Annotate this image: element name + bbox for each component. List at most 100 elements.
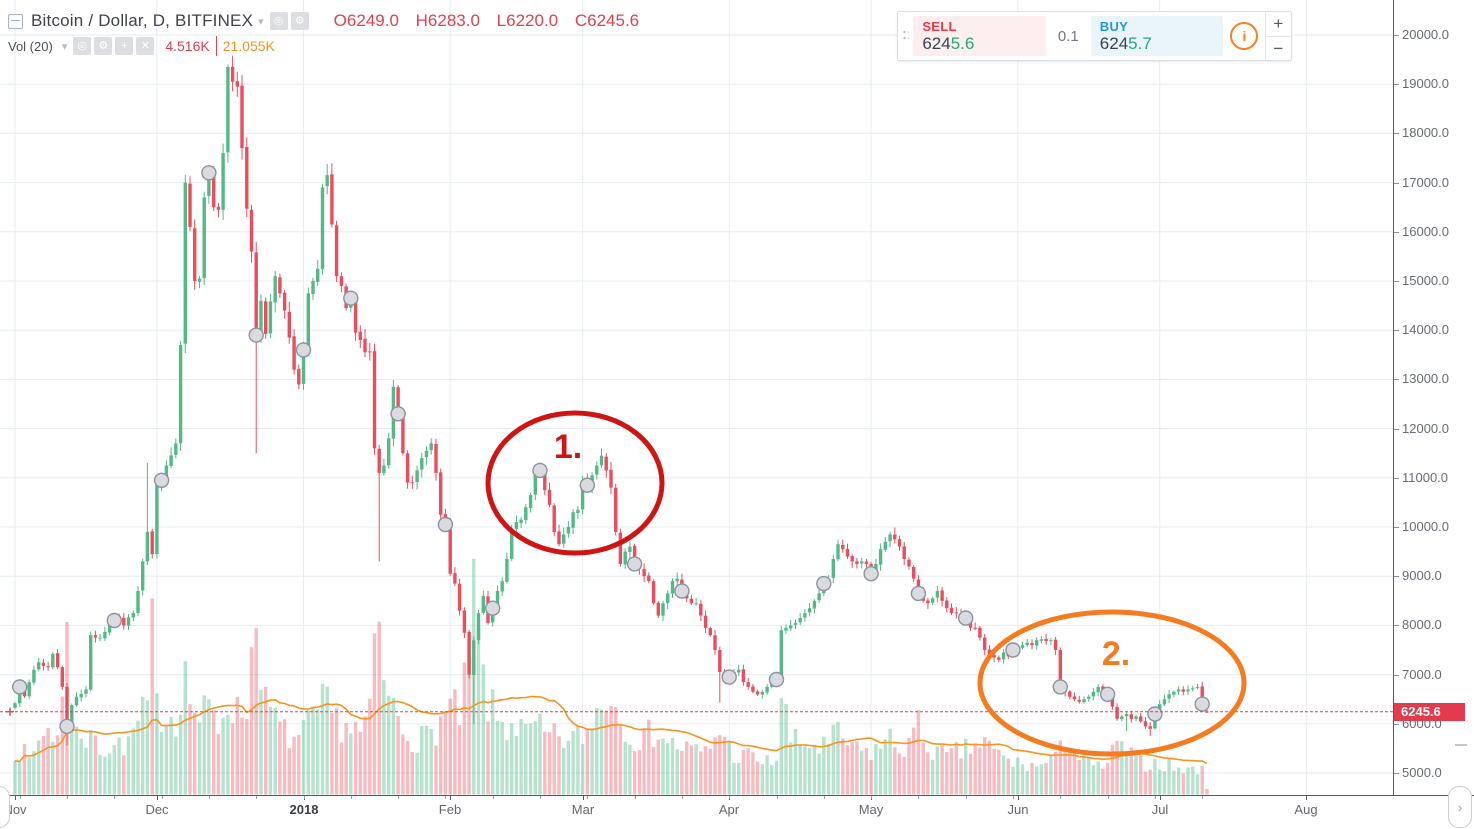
event-marker[interactable] <box>675 584 689 598</box>
event-marker[interactable] <box>107 614 121 628</box>
event-marker[interactable] <box>722 670 736 684</box>
volume-bar <box>169 717 172 795</box>
volume-bar <box>1182 773 1185 794</box>
plus-icon[interactable]: + <box>115 37 133 55</box>
symbol-title[interactable]: Bitcoin / Dollar, D, BITFINEX <box>31 11 253 31</box>
eye-icon[interactable]: ◎ <box>73 37 91 55</box>
scroll-right-button[interactable]: › <box>1448 786 1472 828</box>
candle-body <box>955 612 958 613</box>
event-marker[interactable] <box>770 673 784 687</box>
annotation-number-2: 2. <box>1102 635 1130 673</box>
event-marker[interactable] <box>249 328 263 342</box>
volume-bar <box>761 764 764 794</box>
event-marker[interactable] <box>533 463 547 477</box>
volume-indicator-label[interactable]: Vol (20) <box>8 39 53 54</box>
price-tick <box>1394 281 1399 282</box>
volume-bar <box>614 707 617 794</box>
chevron-down-icon[interactable]: ▾ <box>62 40 68 53</box>
volume-bar <box>344 723 347 794</box>
annotation-circle-2[interactable] <box>980 612 1244 754</box>
decrease-button[interactable]: − <box>1266 37 1291 61</box>
event-marker[interactable] <box>60 719 74 733</box>
price-axis-label: 20000.0 <box>1402 27 1449 42</box>
time-tick-minor <box>162 796 163 799</box>
event-marker[interactable] <box>1053 680 1067 694</box>
volume-bar <box>922 743 925 795</box>
volume-bar <box>519 719 522 795</box>
chart-legend: Bitcoin / Dollar, D, BITFINEX ▾ ◎ ⚙ O624… <box>8 8 639 58</box>
candle-body <box>780 630 783 680</box>
candle-body <box>803 613 806 618</box>
candle-body <box>184 183 187 344</box>
legend-collapse-icon[interactable] <box>8 14 23 29</box>
event-marker[interactable] <box>1101 687 1115 701</box>
time-tick-minor <box>777 796 778 799</box>
candle-body <box>80 694 83 698</box>
info-button[interactable]: i <box>1223 12 1265 60</box>
candle-body <box>1002 653 1005 660</box>
event-marker[interactable] <box>580 478 594 492</box>
candle-body <box>458 584 461 611</box>
event-marker[interactable] <box>864 567 878 581</box>
event-marker[interactable] <box>344 291 358 305</box>
volume-bar <box>1002 755 1005 794</box>
axis-resize-handle[interactable] <box>1455 744 1467 746</box>
candle-body <box>411 482 414 483</box>
candle-body <box>141 561 144 590</box>
gear-icon[interactable]: ⚙ <box>94 37 112 55</box>
event-marker[interactable] <box>1148 707 1162 721</box>
time-tick <box>15 796 16 800</box>
volume-bar <box>765 755 768 794</box>
volume-bar <box>997 750 1000 795</box>
candle-body <box>1073 696 1076 699</box>
event-marker[interactable] <box>155 473 169 487</box>
increase-button[interactable]: + <box>1266 12 1291 37</box>
event-marker[interactable] <box>959 611 973 625</box>
event-marker[interactable] <box>1195 697 1209 711</box>
candle-body <box>666 593 669 603</box>
event-marker[interactable] <box>628 557 642 571</box>
volume-bar <box>226 715 229 795</box>
event-marker[interactable] <box>1006 643 1020 657</box>
chevron-down-icon[interactable]: ▾ <box>258 15 264 28</box>
volume-bar <box>212 710 215 794</box>
volume-bar <box>770 765 773 794</box>
candle-body <box>553 505 556 532</box>
buy-button[interactable]: BUY 6245.7 <box>1091 16 1223 56</box>
candle-body <box>515 522 518 529</box>
candle-body <box>1021 645 1024 648</box>
chart-canvas[interactable]: 1.2. <box>0 0 1393 795</box>
close-icon[interactable]: ✕ <box>136 37 154 55</box>
event-marker[interactable] <box>817 577 831 591</box>
event-marker[interactable] <box>13 680 27 694</box>
candle-body <box>378 449 381 473</box>
time-tick-minor <box>67 796 68 799</box>
event-marker[interactable] <box>486 601 500 615</box>
price-axis-label: 17000.0 <box>1402 175 1449 190</box>
event-marker[interactable] <box>391 407 405 421</box>
time-tick <box>583 796 584 800</box>
event-marker[interactable] <box>438 518 452 532</box>
eye-icon[interactable]: ◎ <box>270 12 288 30</box>
sell-button[interactable]: SELL 6245.6 <box>913 16 1045 56</box>
time-tick-minor <box>1108 796 1109 799</box>
event-marker[interactable] <box>202 166 216 180</box>
volume-bar <box>1139 755 1142 794</box>
volume-bar <box>401 734 404 794</box>
candle-body <box>288 312 291 338</box>
gear-icon[interactable]: ⚙ <box>291 12 309 30</box>
candle-body <box>836 544 839 559</box>
candle-body <box>439 472 442 514</box>
volume-bar <box>444 711 447 795</box>
event-marker[interactable] <box>297 343 311 357</box>
price-line-plus-icon[interactable] <box>6 708 14 716</box>
price-tick <box>1394 478 1399 479</box>
drag-handle[interactable] <box>898 12 913 60</box>
candle-body <box>1078 700 1081 702</box>
event-marker[interactable] <box>911 586 925 600</box>
scroll-left-button[interactable]: ‹ <box>0 786 10 828</box>
price-tick <box>1394 527 1399 528</box>
price-axis-label: 5000.0 <box>1402 765 1442 780</box>
